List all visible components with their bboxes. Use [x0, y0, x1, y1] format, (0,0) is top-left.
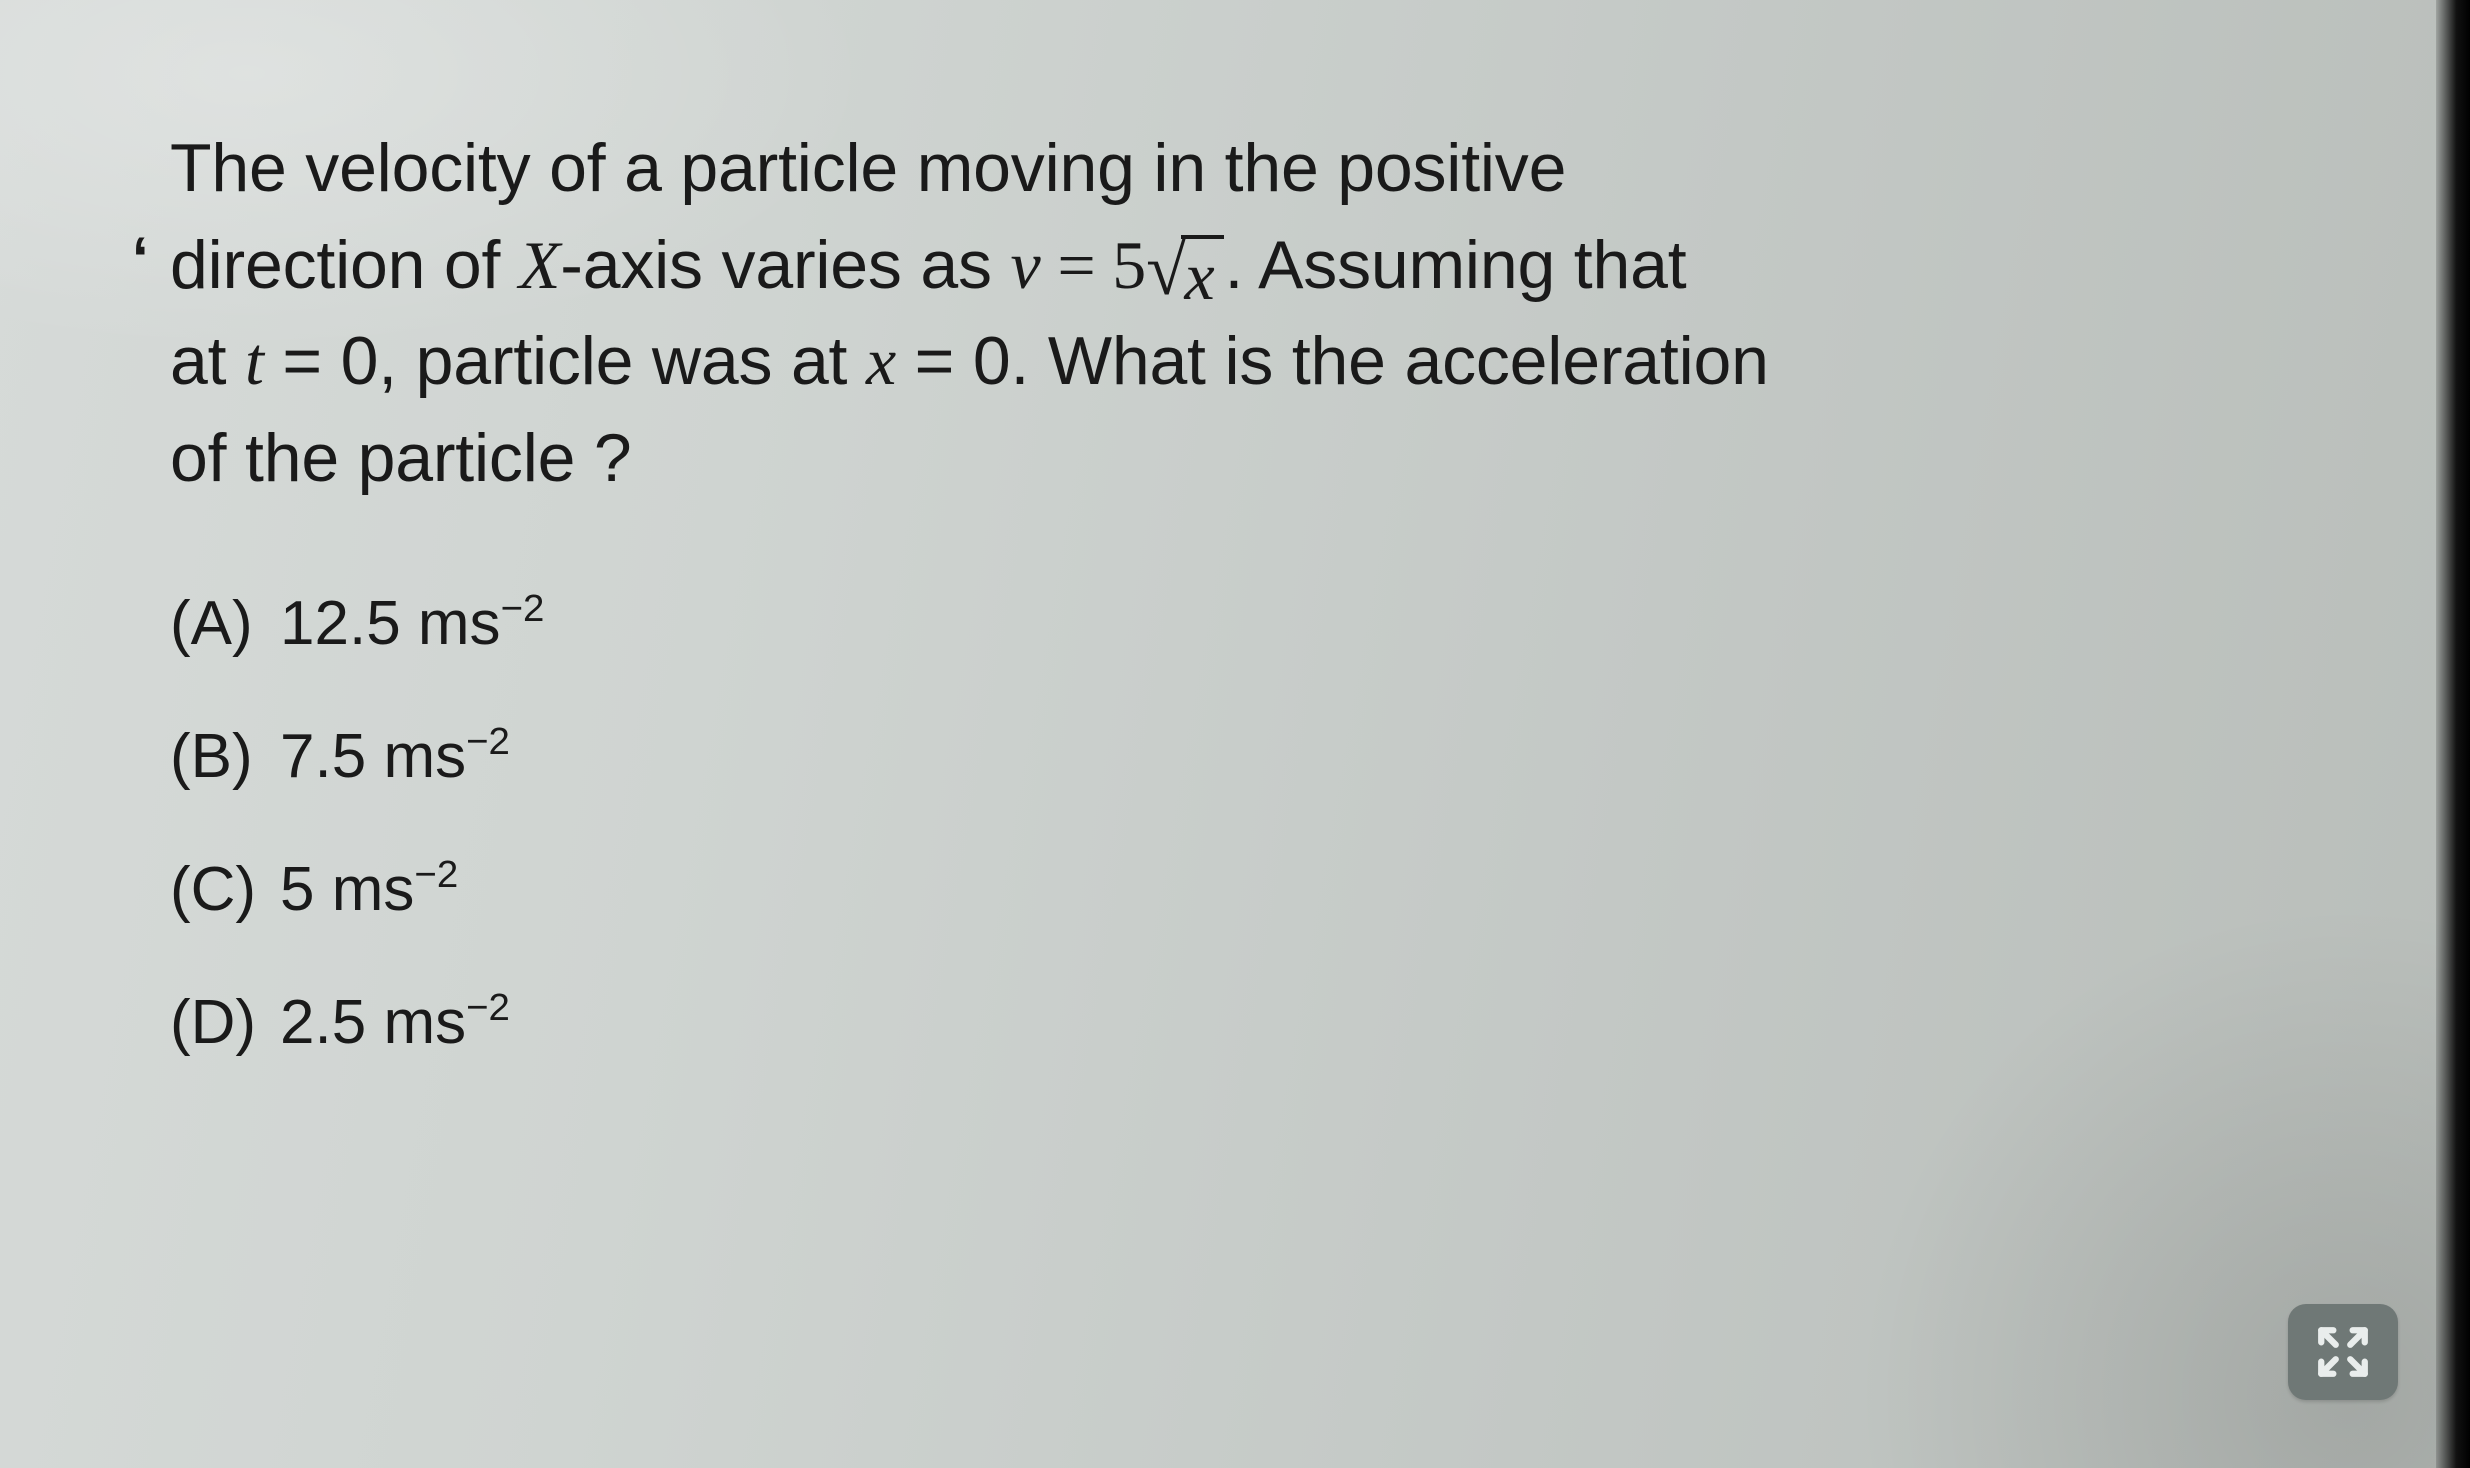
q-line2-pre: direction of [170, 227, 519, 303]
q-x-val: = 0 [896, 323, 1011, 399]
option-value: 7.5 ms−2 [280, 721, 510, 792]
option-exp: −2 [414, 853, 458, 896]
q-line2-post: . Assuming that [1224, 227, 1686, 303]
option-value: 5 ms−2 [280, 854, 458, 925]
q-coeff: 5 [1112, 227, 1146, 303]
option-unit: ms [418, 589, 501, 658]
option-value: 12.5 ms−2 [280, 588, 544, 659]
option-number: 2.5 [280, 988, 366, 1057]
radical-sign: √ [1146, 241, 1186, 300]
q-var-v: v [1011, 227, 1041, 303]
option-label: (C) [170, 854, 280, 925]
option-exp: −2 [466, 720, 510, 763]
option-label: (D) [170, 987, 280, 1058]
q-var-x: x [866, 323, 896, 399]
option-label: (B) [170, 721, 280, 792]
q-line1: The velocity of a particle moving in the… [170, 130, 1566, 206]
option-unit: ms [383, 722, 466, 791]
quote-mark: ‘ [132, 216, 148, 301]
q-t-val: = 0 [264, 323, 379, 399]
page-right-edge [2436, 0, 2470, 1468]
option-unit: ms [383, 988, 466, 1057]
options-list: (A) 12.5 ms−2 (B) 7.5 ms−2 (C) 5 ms−2 (D… [170, 588, 2350, 1058]
question-text: ‘ The velocity of a particle moving in t… [170, 120, 2270, 506]
q-line3-mid: , particle was at [378, 323, 866, 399]
option-number: 5 [280, 855, 314, 924]
q-line3-pre: at [170, 323, 245, 399]
q-sqrt: √x [1146, 235, 1224, 314]
q-line2-mid: -axis varies as [560, 227, 1010, 303]
q-line4: of the particle ? [170, 420, 632, 496]
option-label: (A) [170, 588, 280, 659]
option-number: 12.5 [280, 589, 401, 658]
q-var-t: t [245, 323, 264, 399]
option-unit: ms [332, 855, 415, 924]
question-page: ‘ The velocity of a particle moving in t… [0, 0, 2470, 1468]
option-exp: −2 [501, 587, 545, 630]
fullscreen-button[interactable] [2288, 1304, 2398, 1400]
q-radicand: x [1181, 235, 1225, 314]
option-a[interactable]: (A) 12.5 ms−2 [170, 588, 2350, 659]
option-exp: −2 [466, 986, 510, 1029]
option-d[interactable]: (D) 2.5 ms−2 [170, 987, 2350, 1058]
option-b[interactable]: (B) 7.5 ms−2 [170, 721, 2350, 792]
fullscreen-icon [2314, 1323, 2372, 1381]
option-number: 7.5 [280, 722, 366, 791]
q-line3-post: . What is the acceleration [1010, 323, 1768, 399]
option-c[interactable]: (C) 5 ms−2 [170, 854, 2350, 925]
q-eq: = [1041, 227, 1113, 303]
q-axis: X [519, 227, 560, 303]
option-value: 2.5 ms−2 [280, 987, 510, 1058]
